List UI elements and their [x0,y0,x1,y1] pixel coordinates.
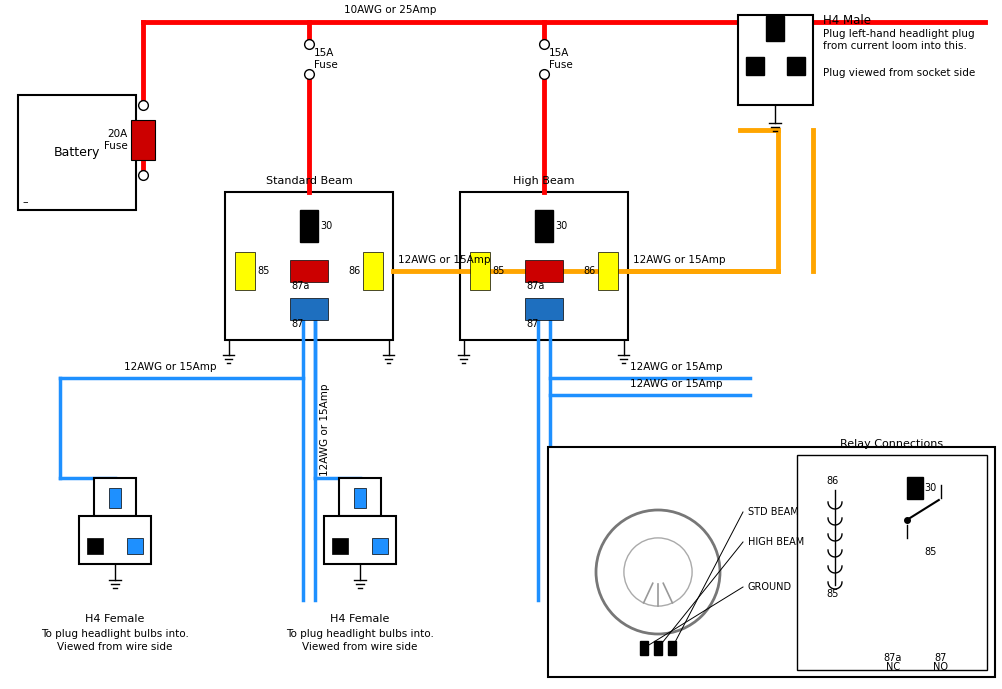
Bar [300,210,318,242]
Text: Viewed from wire side: Viewed from wire side [302,642,417,652]
Text: –: – [22,197,28,207]
Text: H4 Female: H4 Female [330,614,390,624]
Text: 15A
Fuse: 15A Fuse [314,48,338,70]
Bar [339,478,381,516]
Bar [745,57,764,75]
Text: 87a: 87a [525,281,544,291]
Bar [737,15,813,105]
Text: To plug headlight bulbs into.: To plug headlight bulbs into. [286,629,434,639]
Bar [547,447,994,677]
Text: 30: 30 [320,221,332,231]
Text: Plug viewed from socket side: Plug viewed from socket side [823,68,974,78]
Text: HIGH BEAM: HIGH BEAM [747,537,804,547]
Bar [639,641,647,655]
Text: 87a: 87a [883,653,901,663]
Text: 10AWG or 25Amp: 10AWG or 25Amp [344,5,436,15]
Bar [597,252,617,290]
Bar [906,477,922,499]
Text: 85: 85 [826,589,839,599]
Text: 87: 87 [525,319,538,329]
Bar [667,641,675,655]
Bar [131,120,155,160]
Bar [363,252,383,290]
Text: NC: NC [885,662,899,672]
Bar [653,641,661,655]
Text: 12AWG or 15Amp: 12AWG or 15Amp [632,255,724,265]
Text: GROUND: GROUND [747,582,792,592]
Bar [524,298,562,320]
Text: High Beam: High Beam [513,176,574,186]
Text: Relay Connections: Relay Connections [840,439,943,449]
Text: 87: 87 [934,653,946,663]
Text: H4 Female: H4 Female [85,614,144,624]
Text: 87: 87 [291,319,303,329]
Bar [372,538,388,554]
Text: 86: 86 [583,266,595,276]
Text: 12AWG or 15Amp: 12AWG or 15Amp [629,379,721,389]
Bar [766,16,784,41]
Text: H4 Male: H4 Male [823,14,870,26]
Bar [470,252,490,290]
Bar [290,298,328,320]
Text: 12AWG or 15Amp: 12AWG or 15Amp [398,255,490,265]
Bar [94,478,136,516]
Bar [524,260,562,282]
Bar [354,488,366,508]
Text: NO: NO [933,662,947,672]
Text: To plug headlight bulbs into.: To plug headlight bulbs into. [41,629,188,639]
Bar [290,260,328,282]
Bar [332,538,348,554]
Bar [797,455,986,670]
Text: 12AWG or 15Amp: 12AWG or 15Amp [123,362,216,372]
Bar [224,192,393,340]
Bar [234,252,255,290]
Text: 86: 86 [349,266,361,276]
Text: 20A
Fuse: 20A Fuse [104,130,128,151]
Bar [534,210,552,242]
Text: 30: 30 [554,221,567,231]
Text: Battery: Battery [54,146,100,159]
Text: 15A
Fuse: 15A Fuse [548,48,572,70]
Text: 12AWG or 15Amp: 12AWG or 15Amp [629,362,721,372]
Text: Standard Beam: Standard Beam [266,176,352,186]
Text: 85: 85 [257,266,270,276]
Text: 30: 30 [924,483,936,493]
Text: Plug left-hand headlight plug
from current loom into this.: Plug left-hand headlight plug from curre… [823,29,974,51]
Bar [787,57,805,75]
Text: 86: 86 [826,476,839,486]
Text: 85: 85 [492,266,504,276]
Text: 85: 85 [924,547,936,557]
Bar [79,516,151,564]
Text: Viewed from wire side: Viewed from wire side [57,642,172,652]
Bar [127,538,143,554]
Text: 12AWG or 15Amp: 12AWG or 15Amp [320,384,330,476]
Bar [109,488,121,508]
Text: STD BEAM: STD BEAM [747,507,798,517]
Bar [18,95,136,210]
Bar [87,538,103,554]
Bar [324,516,396,564]
Text: 87a: 87a [291,281,309,291]
Bar [460,192,627,340]
